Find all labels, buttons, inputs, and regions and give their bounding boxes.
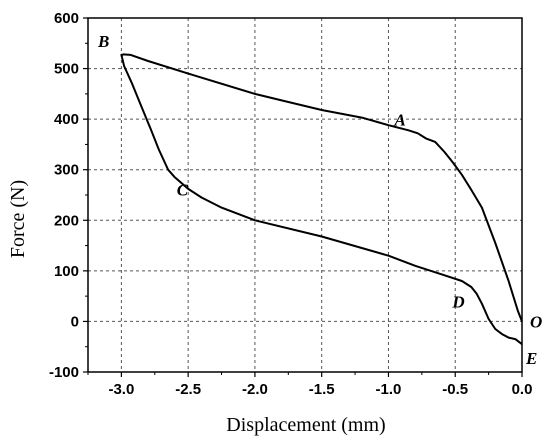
x-tick-label: -2.0: [242, 381, 268, 398]
y-tick-label: 0: [71, 313, 79, 330]
point-label-a: A: [393, 110, 405, 129]
grid: [88, 18, 522, 372]
x-tick-label: -1.5: [309, 381, 335, 398]
y-tick-label: 500: [54, 61, 79, 78]
point-label-e: E: [525, 349, 537, 368]
point-label-d: D: [451, 293, 464, 312]
point-label-c: C: [177, 180, 189, 199]
annotations: A B C D OE: [97, 32, 542, 368]
y-axis-title: Force (N): [7, 180, 29, 258]
series: [120, 53, 523, 345]
x-tick-label: -2.5: [175, 381, 201, 398]
x-tick-label: -1.0: [376, 381, 402, 398]
tick-labels: -3.0 -2.5 -2.0 -1.5 -1.0 -0.5 0.0 -100 0 100 200 30…: [49, 10, 532, 398]
y-tick-label: 200: [54, 212, 79, 229]
plot-frame: [87, 17, 523, 373]
y-tick-label: 400: [54, 111, 79, 128]
x-tick-label: 0.0: [512, 381, 533, 398]
y-tick-label: 300: [54, 162, 79, 179]
y-tick-label: 100: [54, 263, 79, 280]
point-label-b: B: [97, 32, 109, 51]
x-tick-label: -0.5: [442, 381, 468, 398]
point-label-o: O: [530, 312, 542, 331]
ticks: [83, 17, 523, 377]
x-axis-title: Displacement (mm): [226, 414, 385, 436]
hysteresis-curve: [120, 53, 523, 345]
x-tick-label: -3.0: [108, 381, 134, 398]
y-tick-label: 600: [54, 10, 79, 27]
y-tick-label: -100: [49, 364, 79, 381]
